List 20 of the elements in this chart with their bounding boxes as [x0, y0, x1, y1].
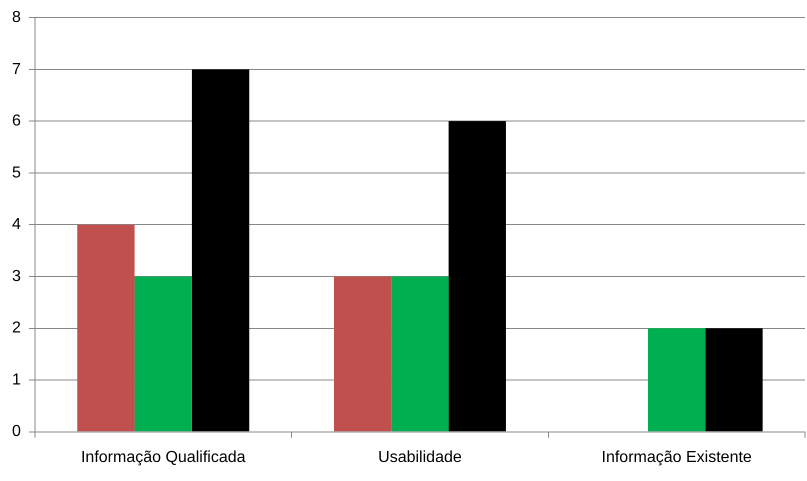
- y-tick-label: 7: [12, 60, 21, 78]
- bar: [334, 276, 392, 432]
- bar: [391, 276, 449, 432]
- y-tick-label: 8: [12, 9, 21, 26]
- bar: [705, 328, 763, 432]
- y-tick-label: 6: [12, 112, 21, 130]
- bar: [77, 224, 135, 432]
- bar: [134, 276, 192, 432]
- y-tick-label: 5: [12, 164, 21, 182]
- bar: [448, 121, 506, 432]
- bar: [648, 328, 706, 432]
- y-tick-label: 1: [12, 371, 21, 388]
- y-tick-label: 3: [12, 268, 21, 285]
- x-tick-label: Informação Existente: [602, 448, 752, 466]
- y-tick-label: 2: [12, 320, 21, 337]
- y-tick-label: 4: [12, 216, 21, 234]
- x-tick-label: Usabilidade: [378, 448, 462, 466]
- y-tick-label: 0: [12, 423, 21, 440]
- x-tick-label: Informação Qualificada: [80, 448, 246, 466]
- bar: [192, 69, 250, 432]
